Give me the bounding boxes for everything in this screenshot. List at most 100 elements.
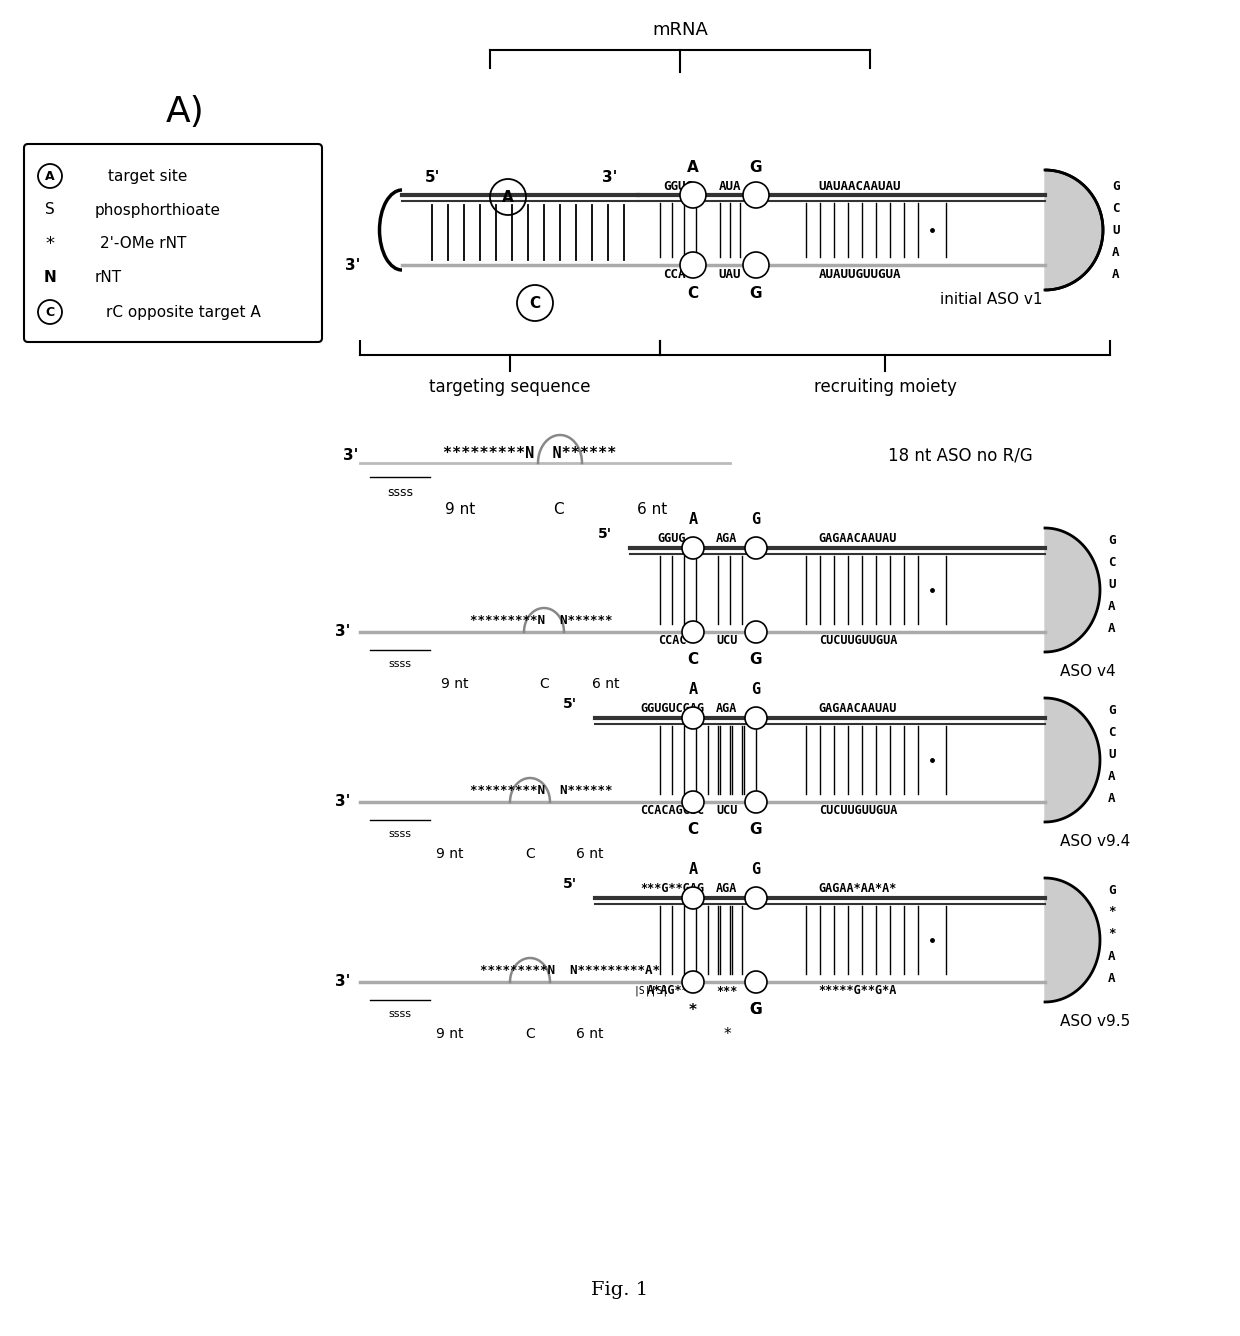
Text: *****G**G*A: *****G**G*A bbox=[818, 985, 898, 998]
Text: CCACAGCUC: CCACAGCUC bbox=[640, 804, 704, 818]
Text: initial ASO v1: initial ASO v1 bbox=[940, 293, 1043, 307]
Text: G: G bbox=[1109, 883, 1116, 896]
Text: CUCUUGUUGUA: CUCUUGUUGUA bbox=[818, 804, 898, 818]
Text: GAGAACAAUAU: GAGAACAAUAU bbox=[818, 703, 898, 716]
Text: A*AG***: A*AG*** bbox=[647, 985, 697, 998]
Text: A: A bbox=[1109, 971, 1116, 985]
Text: 6 nt: 6 nt bbox=[577, 1027, 604, 1041]
Circle shape bbox=[745, 887, 768, 908]
Text: U: U bbox=[1109, 748, 1116, 760]
Text: GGUG: GGUG bbox=[657, 533, 686, 545]
Text: CCAC: CCAC bbox=[663, 267, 693, 281]
Text: 6 nt: 6 nt bbox=[577, 847, 604, 860]
Text: ASO v9.4: ASO v9.4 bbox=[1060, 835, 1130, 850]
Text: *********N  N******: *********N N****** bbox=[470, 613, 620, 627]
Text: A: A bbox=[1109, 770, 1116, 783]
Text: C: C bbox=[687, 823, 698, 838]
Circle shape bbox=[682, 887, 704, 908]
Text: G: G bbox=[750, 159, 763, 175]
Text: N: N bbox=[43, 270, 56, 286]
Text: C: C bbox=[553, 502, 563, 517]
Text: 3': 3' bbox=[335, 795, 350, 810]
Text: 3': 3' bbox=[335, 974, 350, 990]
Text: A: A bbox=[688, 513, 698, 528]
Text: ***G**GAG: ***G**GAG bbox=[640, 883, 704, 895]
Text: 9 nt: 9 nt bbox=[436, 847, 464, 860]
Text: A: A bbox=[688, 863, 698, 878]
Text: 5': 5' bbox=[563, 876, 577, 891]
Text: AGA: AGA bbox=[717, 883, 738, 895]
Text: UAUAACAAUAU: UAUAACAAUAU bbox=[818, 179, 901, 192]
Text: UCU: UCU bbox=[717, 635, 738, 648]
Text: ssss: ssss bbox=[388, 1009, 412, 1019]
Text: C: C bbox=[687, 286, 698, 301]
Polygon shape bbox=[1045, 697, 1100, 822]
Text: G: G bbox=[750, 1002, 763, 1018]
Circle shape bbox=[682, 971, 704, 993]
Text: S: S bbox=[45, 203, 55, 218]
Text: *: * bbox=[1109, 927, 1116, 941]
Text: GAGAA*AA*A*: GAGAA*AA*A* bbox=[818, 883, 898, 895]
Text: ssss: ssss bbox=[388, 830, 412, 839]
Text: 9 nt: 9 nt bbox=[436, 1027, 464, 1041]
Text: 6 nt: 6 nt bbox=[637, 502, 667, 517]
Text: A: A bbox=[502, 190, 513, 204]
Text: targeting sequence: targeting sequence bbox=[429, 378, 590, 395]
Text: AGA: AGA bbox=[717, 533, 738, 545]
Text: A: A bbox=[1112, 247, 1120, 259]
Text: 5': 5' bbox=[424, 170, 440, 184]
Text: G: G bbox=[750, 286, 763, 301]
Text: phosphorthioate: phosphorthioate bbox=[95, 203, 221, 218]
Text: A: A bbox=[688, 683, 698, 697]
Polygon shape bbox=[1045, 878, 1100, 1002]
Text: AUAUUGUUGUA: AUAUUGUUGUA bbox=[818, 267, 901, 281]
Circle shape bbox=[745, 621, 768, 643]
Text: GGUG: GGUG bbox=[663, 179, 693, 192]
Text: G: G bbox=[751, 513, 760, 528]
Text: U: U bbox=[1112, 224, 1120, 238]
Text: recruiting moiety: recruiting moiety bbox=[813, 378, 956, 395]
Polygon shape bbox=[1045, 170, 1102, 290]
Text: CCAC: CCAC bbox=[657, 635, 686, 648]
Text: 3': 3' bbox=[603, 170, 618, 184]
Text: 5': 5' bbox=[563, 697, 577, 711]
Text: ***: *** bbox=[717, 985, 738, 998]
Text: A: A bbox=[45, 170, 55, 183]
Text: GAGAACAAUAU: GAGAACAAUAU bbox=[818, 533, 898, 545]
Text: C: C bbox=[539, 677, 549, 691]
Text: CUCUUGUUGUA: CUCUUGUUGUA bbox=[818, 635, 898, 648]
Circle shape bbox=[745, 707, 768, 729]
Text: G: G bbox=[751, 683, 760, 697]
Text: *********N  N*********A*: *********N N*********A* bbox=[480, 963, 660, 977]
Circle shape bbox=[745, 971, 768, 993]
Circle shape bbox=[682, 621, 704, 643]
Text: |S||S|: |S||S| bbox=[634, 986, 668, 997]
Circle shape bbox=[682, 791, 704, 814]
Text: U: U bbox=[1109, 577, 1116, 591]
Text: C: C bbox=[1112, 203, 1120, 215]
Text: GGUGUCGAG: GGUGUCGAG bbox=[640, 703, 704, 716]
Text: Fig. 1: Fig. 1 bbox=[591, 1281, 649, 1299]
Text: ASO v9.5: ASO v9.5 bbox=[1060, 1014, 1130, 1030]
Text: C: C bbox=[525, 847, 534, 860]
Text: G: G bbox=[1109, 704, 1116, 716]
Text: *********N  N******: *********N N****** bbox=[470, 783, 620, 796]
Circle shape bbox=[743, 182, 769, 208]
Text: UAU: UAU bbox=[719, 267, 742, 281]
Text: C: C bbox=[1109, 725, 1116, 739]
Circle shape bbox=[680, 182, 706, 208]
Text: C: C bbox=[1109, 556, 1116, 569]
Text: *********N  N******: *********N N****** bbox=[444, 445, 616, 461]
Text: 9 nt: 9 nt bbox=[441, 677, 469, 691]
Text: G: G bbox=[750, 652, 763, 668]
Text: 18 nt ASO no R/G: 18 nt ASO no R/G bbox=[888, 446, 1033, 464]
Circle shape bbox=[682, 537, 704, 558]
Text: 6 nt: 6 nt bbox=[593, 677, 620, 691]
Circle shape bbox=[743, 253, 769, 278]
Text: 3': 3' bbox=[335, 624, 350, 640]
Circle shape bbox=[680, 253, 706, 278]
Text: G: G bbox=[750, 1002, 763, 1018]
Text: 3': 3' bbox=[345, 258, 360, 273]
Text: ssss: ssss bbox=[388, 659, 412, 669]
Text: A: A bbox=[1109, 600, 1116, 612]
